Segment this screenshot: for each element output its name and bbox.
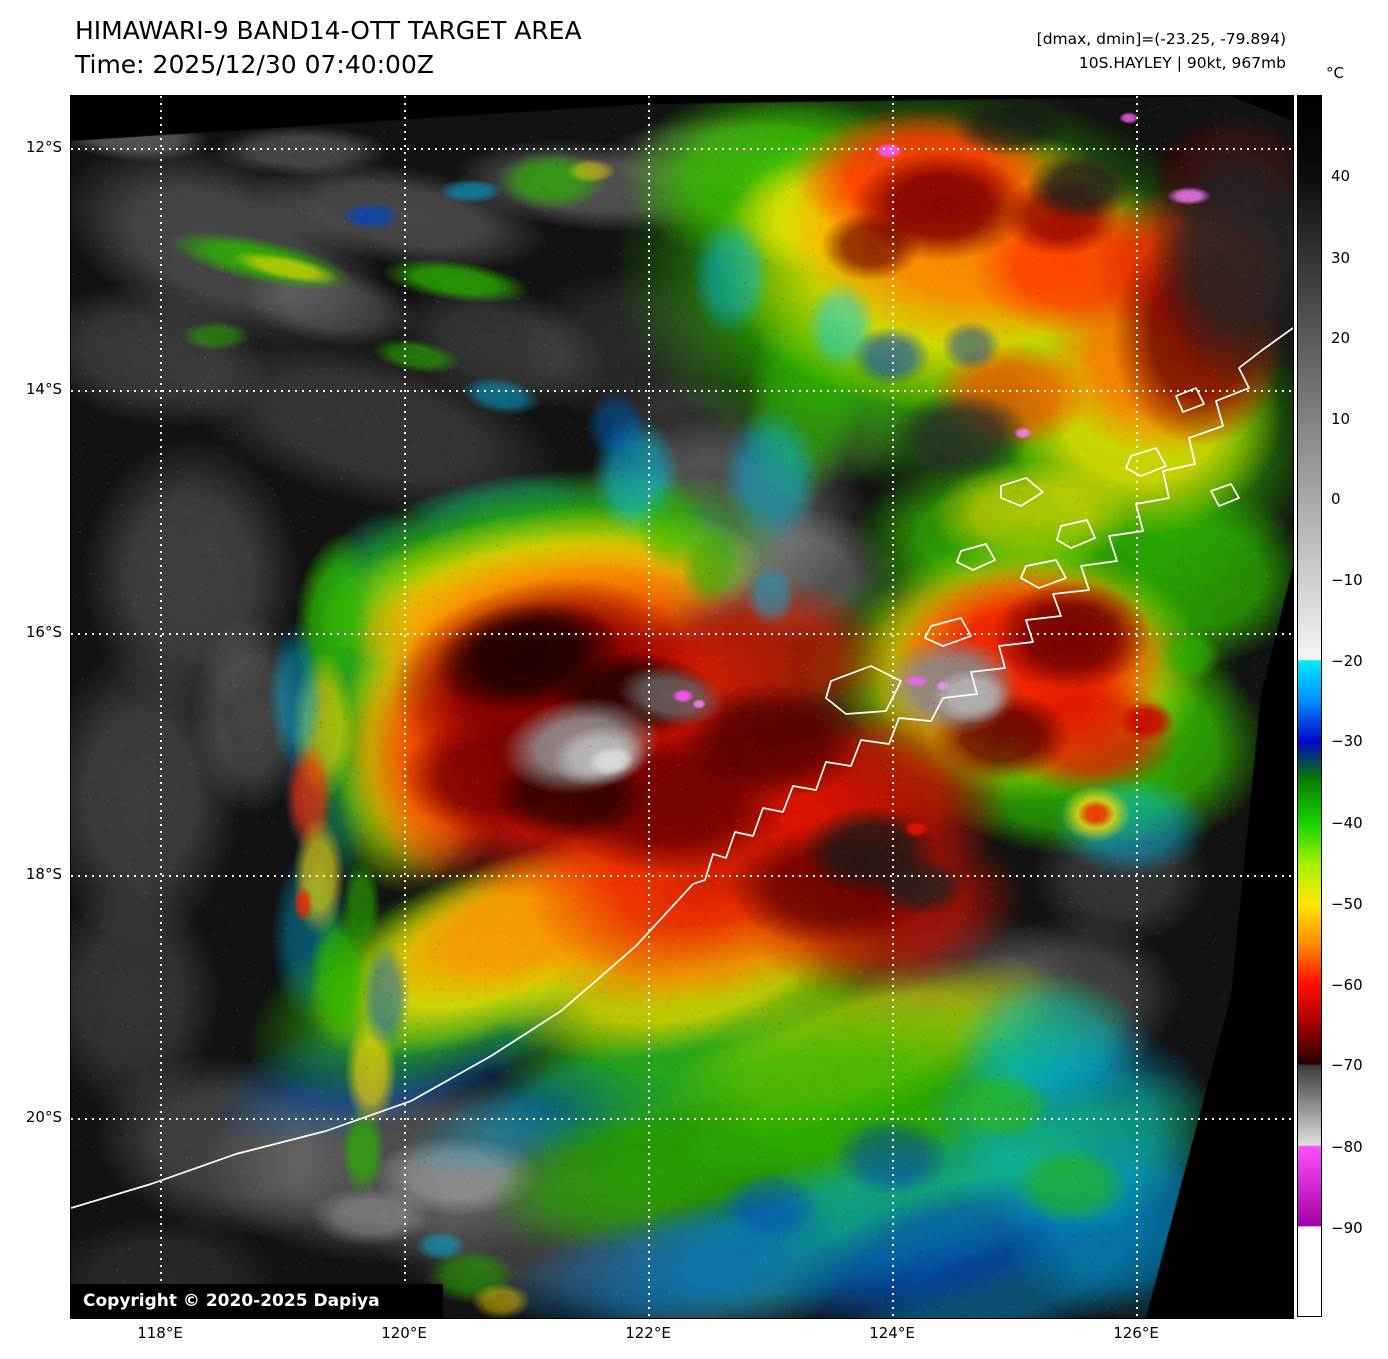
graticule-lon-line bbox=[1136, 96, 1138, 1318]
satellite-imagery-canvas bbox=[71, 96, 1293, 1318]
colorbar-tick-label: −30 bbox=[1331, 732, 1363, 751]
page-title: HIMAWARI-9 BAND14-OTT TARGET AREA bbox=[75, 16, 582, 45]
coastline-island bbox=[956, 543, 996, 571]
lon-tick-label: 120°E bbox=[381, 1324, 427, 1342]
lon-tick-label: 122°E bbox=[625, 1324, 671, 1342]
temperature-colorbar bbox=[1297, 95, 1322, 1317]
colorbar-tick-label: −20 bbox=[1331, 651, 1363, 670]
colorbar-unit-label: °C bbox=[1326, 64, 1344, 82]
coastline-mainland bbox=[71, 327, 1293, 1209]
colorbar-tick-label: −90 bbox=[1331, 1218, 1363, 1237]
coastline-island bbox=[1020, 559, 1067, 589]
lat-tick-label: 16°S bbox=[25, 623, 62, 641]
dmax-dmin-annotation: [dmax, dmin]=(-23.25, -79.894) bbox=[1036, 30, 1286, 48]
satellite-map-panel: Copyright © 2020-2025 Dapiya bbox=[70, 95, 1294, 1319]
graticule-lat-line bbox=[71, 633, 1293, 635]
coastline-island bbox=[825, 665, 902, 715]
graticule-lat-line bbox=[71, 875, 1293, 877]
lon-tick-label: 124°E bbox=[869, 1324, 915, 1342]
coastline-island bbox=[1175, 387, 1205, 413]
colorbar-tick-label: 0 bbox=[1331, 490, 1341, 509]
colorbar-tick-label: 10 bbox=[1331, 409, 1351, 428]
graticule-lat-line bbox=[71, 1118, 1293, 1120]
colorbar-tick-label: 20 bbox=[1331, 329, 1351, 348]
graticule-lon-line bbox=[648, 96, 650, 1318]
graticule-lat-line bbox=[71, 390, 1293, 392]
coastline-overlay bbox=[71, 327, 1293, 1209]
colorbar-tick-label: −10 bbox=[1331, 571, 1363, 590]
colorbar-tick-label: −50 bbox=[1331, 894, 1363, 913]
graticule-lat-line bbox=[71, 148, 1293, 150]
lat-tick-label: 18°S bbox=[25, 865, 62, 883]
colorbar-tick-label: 30 bbox=[1331, 248, 1351, 267]
coastline-island bbox=[1210, 483, 1240, 507]
copyright-badge: Copyright © 2020-2025 Dapiya bbox=[71, 1284, 443, 1318]
lat-tick-label: 12°S bbox=[25, 138, 62, 156]
coastline-island bbox=[1000, 477, 1044, 507]
colorbar-tick-label: −80 bbox=[1331, 1138, 1363, 1157]
lat-tick-label: 14°S bbox=[25, 380, 62, 398]
storm-info-annotation: 10S.HAYLEY | 90kt, 967mb bbox=[1078, 54, 1286, 72]
colorbar-tick-label: −40 bbox=[1331, 814, 1363, 833]
lon-tick-label: 126°E bbox=[1113, 1324, 1159, 1342]
colorbar-tick-label: −70 bbox=[1331, 1056, 1363, 1075]
colorbar-tick-label: 40 bbox=[1331, 166, 1351, 185]
coastline-island bbox=[1125, 447, 1167, 477]
graticule-lon-line bbox=[404, 96, 406, 1318]
lat-tick-label: 20°S bbox=[25, 1108, 62, 1126]
colorbar-tick-label: −60 bbox=[1331, 975, 1363, 994]
coastline-island bbox=[924, 617, 972, 647]
coastline-island bbox=[1056, 519, 1096, 549]
timestamp-label: Time: 2025/12/30 07:40:00Z bbox=[75, 50, 434, 79]
graticule-lon-line bbox=[160, 96, 162, 1318]
graticule-lon-line bbox=[892, 96, 894, 1318]
lon-tick-label: 118°E bbox=[137, 1324, 183, 1342]
